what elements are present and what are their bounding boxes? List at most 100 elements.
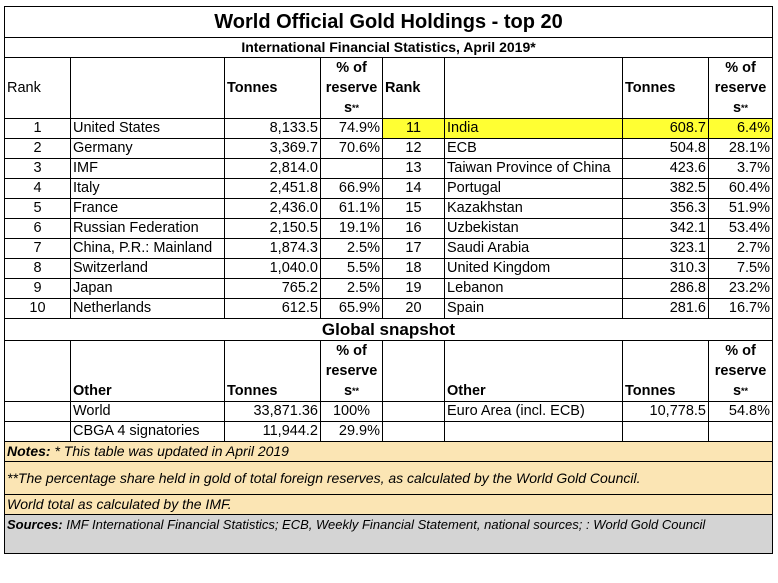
tonnes-cell: 2,451.8 — [224, 178, 321, 199]
rank-cell: 16 — [382, 218, 445, 239]
table-row: 8 Switzerland 1,040.0 5.5% 18 United Kingdom 3… — [4, 258, 774, 279]
snapshot-blank-cell — [382, 401, 445, 422]
country-cell: Switzerland — [70, 258, 225, 279]
pct-mark: ** — [741, 103, 749, 113]
rank-cell: 8 — [4, 258, 71, 279]
page-subtitle: International Financial Statistics, Apri… — [3, 37, 774, 58]
snapshot-pct: 29.9% — [320, 421, 383, 442]
note-3: World total as calculated by the IMF. — [3, 494, 774, 515]
pct-line2: reserve — [714, 363, 767, 379]
snapshot-title: Global snapshot — [3, 318, 774, 341]
snapshot-tonnes: 10,778.5 — [622, 401, 709, 422]
pct-cell: 5.5% — [320, 258, 383, 279]
country-cell: United Kingdom — [444, 258, 623, 279]
snapshot-blank-cell — [382, 421, 445, 442]
rank-cell: 18 — [382, 258, 445, 279]
notes-section: Notes: * This table was updated in April… — [3, 441, 774, 515]
table-row: 7 China, P.R.: Mainland 1,874.3 2.5% 17 Saudi… — [4, 238, 774, 259]
header-tonnes-left: Tonnes — [224, 57, 321, 119]
snapshot-blank-right — [382, 340, 445, 402]
snapshot-row: World 33,871.36 100% Euro Area (incl. EC… — [4, 401, 774, 422]
sources-section: Sources: IMF International Financial Sta… — [3, 514, 774, 554]
pct-cell: 74.9% — [320, 118, 383, 139]
snapshot-name: World — [70, 401, 225, 422]
pct-mark: ** — [352, 103, 360, 113]
pct-line3: s — [732, 100, 742, 116]
tonnes-cell: 342.1 — [622, 218, 709, 239]
pct-line1: % of — [336, 60, 367, 76]
pct-cell: 61.1% — [320, 198, 383, 219]
snapshot-tonnes-right: Tonnes — [622, 340, 709, 402]
pct-line1: % of — [336, 343, 367, 359]
snapshot-pct-left: % of reserve s** — [320, 340, 383, 402]
tonnes-cell: 281.6 — [622, 298, 709, 319]
country-cell: United States — [70, 118, 225, 139]
note-1: Notes: * This table was updated in April… — [3, 441, 774, 462]
rank-cell: 19 — [382, 278, 445, 299]
table-row: 5 France 2,436.0 61.1% 15 Kazakhstan 356.3 51.9… — [4, 198, 774, 219]
sources-body: IMF International Financial Statistics; … — [62, 517, 706, 532]
pct-cell: 65.9% — [320, 298, 383, 319]
pct-line1: % of — [725, 60, 756, 76]
pct-cell: 28.1% — [707, 138, 774, 159]
snapshot-other-label: Other — [447, 383, 486, 399]
page-title: World Official Gold Holdings - top 20 — [3, 6, 774, 38]
tonnes-cell: 612.5 — [224, 298, 321, 319]
country-cell: Japan — [70, 278, 225, 299]
tonnes-cell: 765.2 — [224, 278, 321, 299]
country-cell: Italy — [70, 178, 225, 199]
rank-cell: 1 — [4, 118, 71, 139]
tonnes-cell: 608.7 — [622, 118, 709, 139]
tonnes-cell: 323.1 — [622, 238, 709, 259]
snapshot-tonnes: 33,871.36 — [224, 401, 321, 422]
snapshot-other-label: Other — [73, 383, 112, 399]
snapshot-blank-left — [4, 340, 71, 402]
rank-cell: 6 — [4, 218, 71, 239]
snapshot-tonnes-left: Tonnes — [224, 340, 321, 402]
pct-cell: 51.9% — [707, 198, 774, 219]
table-row: 1 United States 8,133.5 74.9% 11 India 608.7 6.… — [4, 118, 774, 139]
pct-line3: s — [343, 383, 353, 399]
pct-line2: reserve — [325, 80, 378, 96]
table-row: 3 IMF 2,814.0 13 Taiwan Province of China 423… — [4, 158, 774, 179]
country-cell: France — [70, 198, 225, 219]
snapshot-blank-cell — [4, 401, 71, 422]
sources-text: Sources: IMF International Financial Sta… — [3, 514, 774, 554]
rank-cell: 17 — [382, 238, 445, 259]
country-cell: Kazakhstan — [444, 198, 623, 219]
country-cell: ECB — [444, 138, 623, 159]
tonnes-cell: 310.3 — [622, 258, 709, 279]
pct-cell: 23.2% — [707, 278, 774, 299]
country-cell: Germany — [70, 138, 225, 159]
rank-rows: 1 United States 8,133.5 74.9% 11 India 608.7 6.… — [4, 118, 774, 319]
pct-cell: 19.1% — [320, 218, 383, 239]
tonnes-cell: 2,436.0 — [224, 198, 321, 219]
tonnes-cell: 2,150.5 — [224, 218, 321, 239]
header-rank-right: Rank — [382, 57, 445, 119]
pct-mark: ** — [352, 386, 360, 396]
country-cell: Taiwan Province of China — [444, 158, 623, 179]
tonnes-cell: 1,874.3 — [224, 238, 321, 259]
table-row: 6 Russian Federation 2,150.5 19.1% 16 Uzbekis… — [4, 218, 774, 239]
country-cell: China, P.R.: Mainland — [70, 238, 225, 259]
rank-cell: 15 — [382, 198, 445, 219]
country-cell: IMF — [70, 158, 225, 179]
table-row: 2 Germany 3,369.7 70.6% 12 ECB 504.8 28.1% — [4, 138, 774, 159]
rank-cell: 2 — [4, 138, 71, 159]
pct-cell: 70.6% — [320, 138, 383, 159]
country-cell: Uzbekistan — [444, 218, 623, 239]
gold-holdings-table: World Official Gold Holdings - top 20 In… — [3, 6, 774, 554]
snapshot-pct: 54.8% — [707, 401, 774, 422]
pct-cell: 2.7% — [707, 238, 774, 259]
country-cell: Russian Federation — [70, 218, 225, 239]
rank-cell: 3 — [4, 158, 71, 179]
table-row: 10 Netherlands 612.5 65.9% 20 Spain 281.6 16.7% — [4, 298, 774, 319]
header-row: Rank Tonnes % of reserve s** Rank Tonnes %… — [4, 57, 774, 119]
snapshot-tonnes-label: Tonnes — [625, 383, 676, 399]
country-cell: Spain — [444, 298, 623, 319]
pct-line2: reserve — [714, 80, 767, 96]
tonnes-cell: 8,133.5 — [224, 118, 321, 139]
snapshot-other-right: Other — [444, 340, 623, 402]
snapshot-pct-right: % of reserve s** — [707, 340, 774, 402]
tonnes-cell: 356.3 — [622, 198, 709, 219]
